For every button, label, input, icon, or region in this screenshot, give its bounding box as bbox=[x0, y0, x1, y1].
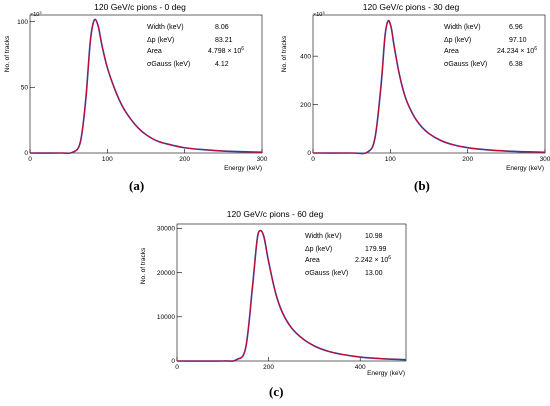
plot-frame bbox=[312, 14, 546, 154]
fit-curve-line bbox=[29, 18, 263, 154]
stat-sigma-label: σGauss (keV) bbox=[305, 270, 348, 277]
x-tick-label: 200 bbox=[462, 156, 473, 163]
stat-sigma-value: 13.00 bbox=[365, 270, 383, 277]
stat-mpv-label: Δp (keV) bbox=[444, 37, 471, 44]
stat-sigma-label: σGauss (keV) bbox=[147, 61, 190, 68]
stat-area-label: Area bbox=[444, 48, 459, 55]
panel-title: 120 GeV/c pions - 30 deg bbox=[363, 2, 460, 12]
stat-width-value: 10.98 bbox=[365, 233, 383, 240]
panel-b: 120 GeV/c pions - 30 deg No. of tracks E… bbox=[276, 0, 550, 200]
stat-area-value: 2.242 × 106 bbox=[355, 255, 391, 264]
stat-width-label: Width (keV) bbox=[147, 24, 184, 31]
panel-title: 120 GeV/c pions - 60 deg bbox=[227, 209, 324, 219]
y-tick-label: 0 bbox=[24, 150, 28, 157]
stats-box-text: Width (keV) 8.06 Δp (keV) 83.21 Area 4.7… bbox=[147, 24, 244, 68]
stat-sigma-value: 6.38 bbox=[509, 61, 523, 68]
axis-ticks: 0 100 200 300 0 50 100 bbox=[17, 19, 268, 163]
x-tick-label: 100 bbox=[102, 156, 113, 163]
x-tick-label: 0 bbox=[175, 364, 179, 371]
stat-width-value: 8.06 bbox=[215, 24, 229, 31]
stats-box bbox=[438, 17, 543, 69]
stat-mpv-value: 83.21 bbox=[215, 37, 233, 44]
x-tick-label: 100 bbox=[385, 156, 396, 163]
stat-width-value: 6.96 bbox=[509, 24, 523, 31]
fit-curve-line bbox=[176, 230, 407, 362]
x-tick-label: 400 bbox=[355, 364, 366, 371]
x-axis-label: Energy (keV) bbox=[506, 165, 544, 172]
stats-box bbox=[300, 226, 400, 278]
y-tick-label: 20000 bbox=[157, 270, 175, 277]
histogram-b-svg: 120 GeV/c pions - 30 deg No. of tracks E… bbox=[281, 2, 550, 172]
stat-sigma-label: σGauss (keV) bbox=[444, 61, 487, 68]
x-tick-label: 0 bbox=[28, 156, 32, 163]
curves bbox=[29, 18, 263, 155]
stat-mpv-label: Δp (keV) bbox=[147, 37, 174, 44]
x-tick-label: 300 bbox=[540, 156, 550, 163]
y-tick-label: 200 bbox=[300, 102, 311, 109]
fit-curve-line bbox=[312, 20, 546, 154]
y-tick-label: 30000 bbox=[157, 226, 175, 233]
y-tick-label: 0 bbox=[307, 150, 311, 157]
stat-mpv-value: 97.10 bbox=[509, 37, 527, 44]
caption-a: (a) bbox=[129, 178, 145, 193]
x-tick-label: 200 bbox=[263, 364, 274, 371]
x-tick-label: 200 bbox=[179, 156, 190, 163]
y-tick-label: 50 bbox=[21, 84, 29, 91]
stat-sigma-value: 4.12 bbox=[215, 61, 229, 68]
x-tick-label: 0 bbox=[311, 156, 315, 163]
y-tick-label: 0 bbox=[171, 358, 175, 365]
panel-c: 120 GeV/c pions - 60 deg No. of tracks E… bbox=[133, 206, 413, 406]
y-tick-label: 100 bbox=[17, 19, 28, 26]
stat-width-label: Width (keV) bbox=[444, 24, 481, 31]
y-tick-label: 400 bbox=[300, 53, 311, 60]
y-exponent: ×103 bbox=[313, 10, 325, 18]
panel-title: 120 GeV/c pions - 0 deg bbox=[94, 2, 186, 12]
stats-box bbox=[142, 17, 257, 69]
y-axis-label: No. of tracks bbox=[4, 35, 11, 72]
x-tick-label: 300 bbox=[257, 156, 268, 163]
stat-area-label: Area bbox=[305, 257, 320, 264]
stat-area-value: 4.798 × 106 bbox=[208, 46, 244, 55]
caption-c: (c) bbox=[269, 384, 284, 399]
axis-ticks: 0 100 200 300 0 200 400 bbox=[300, 53, 550, 163]
stat-area-value: 24.234 × 106 bbox=[497, 46, 537, 55]
x-axis-label: Energy (keV) bbox=[367, 370, 405, 377]
y-axis-label: No. of tracks bbox=[140, 247, 147, 284]
plot-frame bbox=[29, 14, 263, 154]
plot-frame bbox=[176, 223, 407, 362]
x-axis-label: Energy (keV) bbox=[224, 165, 262, 172]
caption-b: (b) bbox=[414, 178, 430, 193]
y-axis-label: No. of tracks bbox=[281, 35, 288, 72]
panel-a: 120 GeV/c pions - 0 deg No. of tracks En… bbox=[0, 0, 275, 200]
stat-area-label: Area bbox=[147, 48, 162, 55]
stat-width-label: Width (keV) bbox=[305, 233, 342, 240]
histogram-a-svg: 120 GeV/c pions - 0 deg No. of tracks En… bbox=[4, 2, 268, 172]
curves bbox=[176, 229, 407, 362]
stats-box-text: Width (keV) 6.96 Δp (keV) 97.10 Area 24.… bbox=[444, 24, 537, 68]
stats-box-text: Width (keV) 10.98 Δp (keV) 179.99 Area 2… bbox=[305, 233, 391, 277]
y-tick-label: 10000 bbox=[157, 314, 175, 321]
stat-mpv-value: 179.99 bbox=[365, 246, 387, 253]
curves bbox=[312, 19, 546, 155]
histogram-c-svg: 120 GeV/c pions - 60 deg No. of tracks E… bbox=[140, 209, 407, 377]
y-exponent: ×103 bbox=[30, 10, 42, 18]
stat-mpv-label: Δp (keV) bbox=[305, 246, 332, 253]
